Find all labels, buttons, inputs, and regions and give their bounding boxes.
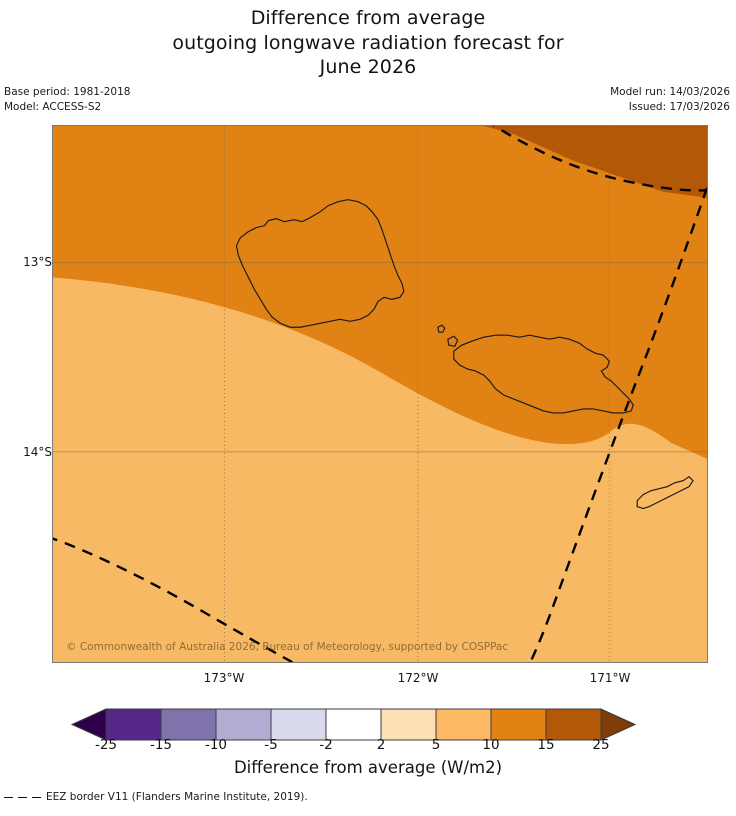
anomaly-region-25plus — [483, 126, 707, 198]
eez-dash-icon-2 — [18, 796, 27, 798]
eez-dash-icon-1 — [4, 796, 13, 798]
forecast-map — [52, 125, 708, 663]
colorbar-seg-15-25 — [545, 708, 602, 741]
xtick-173W: 173°W — [203, 671, 245, 685]
map-gridlines — [53, 126, 707, 662]
coastline-savaii — [235, 199, 405, 328]
xtick-172W: 172°W — [397, 671, 439, 685]
colorbar-cap-high — [600, 708, 637, 741]
eez-border — [53, 126, 707, 662]
colorbar-tick-15: 15 — [537, 737, 555, 753]
title-line-1: Difference from average — [250, 7, 486, 29]
eez-footer-text: EEZ border V11 (Flanders Marine Institut… — [46, 791, 308, 803]
colorbar-seg-5-10 — [435, 708, 492, 741]
issued-text: Issued: 17/03/2026 — [628, 100, 730, 113]
metadata-right: Model run: 14/03/2026 Issued: 17/03/2026 — [610, 85, 730, 115]
page-title: Difference from average outgoing longwav… — [0, 6, 736, 80]
title-line-2: outgoing longwave radiation forecast for — [172, 31, 564, 54]
model-run-text: Model run: 14/03/2026 — [610, 86, 730, 98]
colorbar-tick--10: -10 — [204, 737, 228, 753]
eez-border-east — [529, 187, 707, 662]
eez-dash-icon-3 — [32, 796, 41, 798]
coastline-upolu — [453, 334, 634, 414]
coastline-tutuila — [636, 475, 694, 510]
colorbar-tick--25: -25 — [94, 737, 118, 753]
colorbar-seg--25--15 — [105, 708, 162, 741]
coastline-apolima — [437, 324, 446, 333]
model-text: Model: ACCESS-S2 — [4, 100, 102, 113]
xtick-171W: 171°W — [589, 671, 631, 685]
colorbar-seg--15--10 — [160, 708, 217, 741]
metadata-left: Base period: 1981-2018 Model: ACCESS-S2 — [4, 85, 130, 115]
anomaly-region-10-15-east — [611, 205, 707, 455]
colorbar-tick-2: 2 — [376, 737, 386, 753]
colorbar-seg--10--5 — [215, 708, 272, 741]
map-canvas — [53, 126, 707, 662]
eez-border-southwest — [53, 537, 295, 662]
colorbar-cap-low — [70, 708, 107, 741]
colorbar-canvas — [70, 708, 637, 741]
colorbar-seg-10-15 — [490, 708, 547, 741]
eez-border-north — [492, 126, 707, 192]
colorbar-tick-5: 5 — [431, 737, 441, 753]
colorbar-tick--15: -15 — [149, 737, 173, 753]
anomaly-region-5-10-south — [53, 277, 612, 662]
colorbar-segments — [70, 708, 637, 741]
colorbar-seg--2-2 — [325, 708, 382, 741]
colorbar-seg--5--2 — [270, 708, 327, 741]
ytick-14S: 14°S — [23, 445, 52, 459]
base-period-text: Base period: 1981-2018 — [4, 86, 131, 98]
footer-legend: EEZ border V11 (Flanders Marine Institut… — [4, 791, 308, 803]
colorbar-tick--2: -2 — [319, 737, 333, 753]
colorbar-tick-10: 10 — [482, 737, 500, 753]
coastline-manono — [447, 335, 459, 347]
colorbar — [0, 705, 736, 745]
colorbar-tick-labels: -25 -15 -10 -5 -2 2 5 10 15 25 — [0, 737, 736, 757]
colorbar-tick-25: 25 — [592, 737, 610, 753]
anomaly-region-5-10-southeast — [611, 423, 707, 662]
colorbar-seg-2-5 — [380, 708, 437, 741]
ytick-13S: 13°S — [23, 255, 52, 269]
colorbar-axis-label: Difference from average (W/m2) — [233, 758, 503, 777]
title-line-3: June 2026 — [319, 56, 417, 79]
colorbar-tick--5: -5 — [264, 737, 278, 753]
